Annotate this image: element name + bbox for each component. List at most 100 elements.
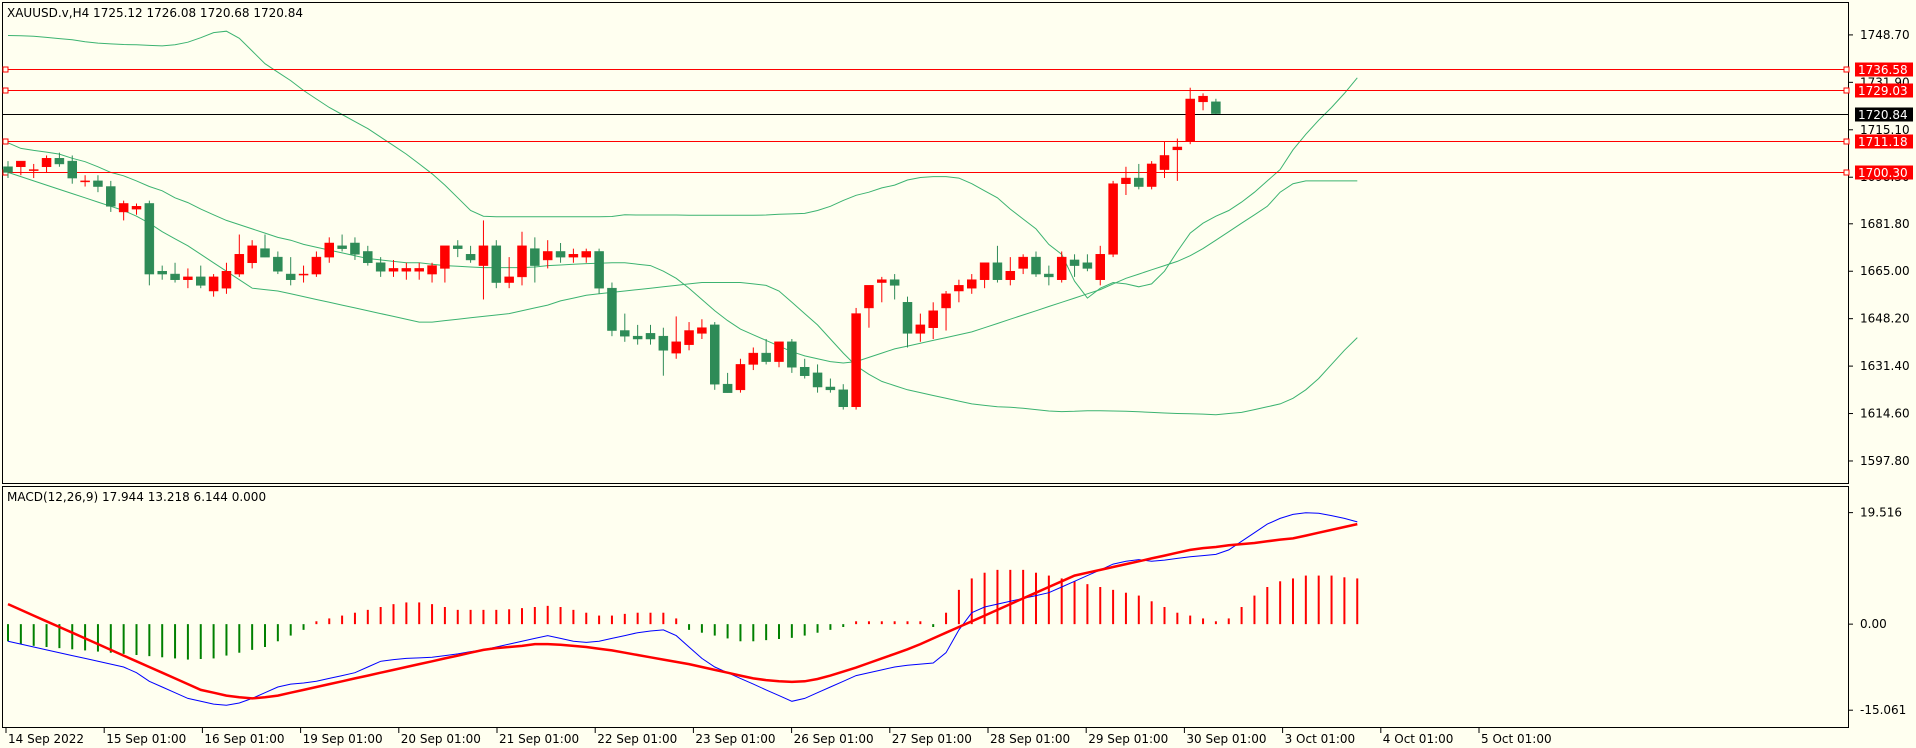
candle <box>1082 254 1093 272</box>
candle <box>1134 163 1144 190</box>
candle-body <box>812 372 823 388</box>
candle <box>427 262 437 283</box>
candle <box>1172 138 1183 181</box>
candle <box>247 240 257 269</box>
candle-body <box>658 335 669 351</box>
candle <box>581 248 591 263</box>
time-tick-label: 28 Sep 01:00 <box>990 732 1070 746</box>
candle <box>41 155 52 173</box>
macd-tick-label: 0.00 <box>1860 617 1887 631</box>
price-tag-label: 1700.30 <box>1858 166 1908 180</box>
time-tick-label: 26 Sep 01:00 <box>794 732 874 746</box>
candle <box>453 240 463 258</box>
macd-axis: 19.516 0.00 -15.061 <box>1848 506 1906 717</box>
level-handle-left[interactable] <box>2 66 9 73</box>
level-handle-right[interactable] <box>1843 87 1850 94</box>
candle <box>1211 98 1221 115</box>
candle <box>620 313 630 342</box>
candle <box>106 180 116 212</box>
candle-body <box>1146 163 1157 187</box>
candle <box>774 341 784 368</box>
candle-body <box>774 341 784 362</box>
candle-body <box>350 242 360 255</box>
candle-body <box>799 366 810 376</box>
candle-body <box>1172 146 1183 151</box>
candle <box>478 220 489 300</box>
candle <box>838 384 848 410</box>
candle <box>1159 141 1170 179</box>
candle <box>375 257 386 277</box>
candle <box>607 282 617 337</box>
candle <box>1121 166 1131 195</box>
candle <box>517 231 527 286</box>
candle <box>889 274 900 300</box>
candle <box>1198 93 1208 111</box>
candle <box>799 358 810 379</box>
candle-body <box>748 352 759 365</box>
time-tick-label: 20 Sep 01:00 <box>401 732 481 746</box>
candle-body <box>3 166 13 173</box>
bollinger-lower-line <box>7 171 1358 416</box>
price-tag <box>1855 62 1913 77</box>
price-tag <box>1855 83 1913 98</box>
candle-body <box>1095 254 1105 280</box>
candle <box>530 237 540 283</box>
candle-body <box>542 251 553 261</box>
candle <box>902 296 913 348</box>
candle <box>273 251 283 275</box>
candle-body <box>722 383 733 393</box>
candle-body <box>465 254 476 261</box>
candle-body <box>941 293 951 309</box>
candle-body <box>632 335 643 340</box>
candle-body <box>555 251 566 258</box>
candle-body <box>414 268 424 272</box>
price-tick-label: 1715.10 <box>1860 123 1910 137</box>
candle <box>684 322 694 351</box>
candle <box>311 251 322 277</box>
candle-body <box>1211 101 1221 114</box>
candle <box>748 347 759 371</box>
candle-body <box>363 251 373 264</box>
level-handle-right[interactable] <box>1843 169 1850 176</box>
price-axis: 1748.701731.901715.101698.301681.801665.… <box>1848 28 1913 468</box>
level-handle-left[interactable] <box>2 87 9 94</box>
candle-body <box>54 158 65 165</box>
candle <box>260 234 270 258</box>
candle <box>864 285 874 328</box>
candle <box>208 274 219 297</box>
candle <box>118 200 129 221</box>
candle-body <box>388 268 399 272</box>
candle-body <box>761 352 771 362</box>
time-tick-label: 4 Oct 01:00 <box>1383 732 1454 746</box>
candle-body <box>311 256 322 275</box>
candle-body <box>568 254 579 258</box>
price-tick-label: 1648.20 <box>1860 312 1910 326</box>
candle-body <box>1031 256 1041 275</box>
candle-body <box>877 279 887 283</box>
price-tag <box>1855 107 1913 122</box>
candle-body <box>131 206 142 210</box>
candle <box>131 203 142 215</box>
candle <box>80 175 90 187</box>
price-tick-label: 1631.40 <box>1860 359 1910 373</box>
candle <box>555 243 566 263</box>
time-tick-label: 29 Sep 01:00 <box>1088 732 1168 746</box>
candle <box>722 372 733 393</box>
time-tick-label: 5 Oct 01:00 <box>1481 732 1552 746</box>
main-pane-frame <box>2 2 1849 484</box>
level-handle-left[interactable] <box>2 138 9 145</box>
candle-body <box>375 262 386 272</box>
candle <box>1018 254 1028 275</box>
level-handle-right[interactable] <box>1843 66 1850 73</box>
candle-body <box>967 279 977 289</box>
candle-body <box>260 248 270 258</box>
candle <box>504 257 514 289</box>
candle <box>1056 251 1067 283</box>
candle <box>928 302 938 339</box>
candle <box>401 262 412 280</box>
candle-body <box>234 254 245 275</box>
candle-body <box>247 245 257 264</box>
macd-histogram <box>7 569 1359 660</box>
candle-body <box>902 302 913 334</box>
level-handle-right[interactable] <box>1843 138 1850 145</box>
